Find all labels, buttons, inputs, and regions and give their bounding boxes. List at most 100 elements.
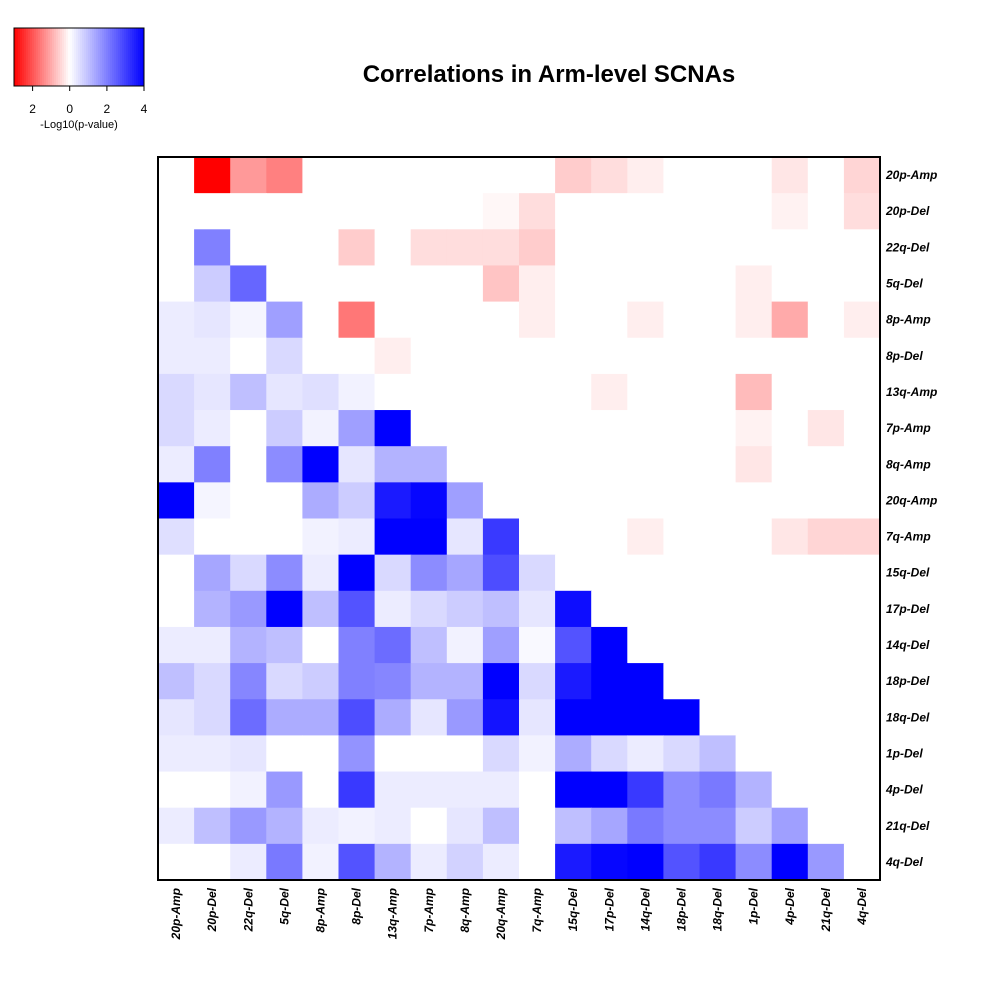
heatmap-cell bbox=[591, 446, 628, 483]
heatmap-cell bbox=[663, 699, 701, 736]
heatmap-cell bbox=[446, 337, 484, 375]
heatmap-cell bbox=[807, 482, 845, 520]
heatmap-cell bbox=[735, 337, 773, 375]
heatmap-cell bbox=[807, 410, 845, 447]
heatmap-cell bbox=[302, 518, 340, 556]
heatmap-cell bbox=[519, 229, 556, 267]
heatmap-cell bbox=[266, 771, 303, 809]
row-label: 8p-Amp bbox=[886, 313, 931, 327]
heatmap-cell bbox=[302, 446, 340, 483]
heatmap-cell bbox=[230, 699, 267, 736]
legend-swatch bbox=[90, 28, 93, 86]
legend-swatch bbox=[38, 28, 41, 86]
heatmap-cell bbox=[266, 626, 303, 664]
legend-swatch bbox=[142, 28, 145, 86]
heatmap-cell bbox=[158, 410, 195, 447]
heatmap-cell bbox=[266, 554, 303, 592]
heatmap-cell bbox=[771, 626, 809, 664]
heatmap-cell bbox=[627, 843, 664, 881]
column-label: 21q-Del bbox=[819, 887, 833, 932]
heatmap-cell bbox=[230, 229, 267, 267]
heatmap-cell bbox=[158, 807, 195, 845]
heatmap-cell bbox=[807, 807, 845, 845]
heatmap-cell bbox=[663, 735, 701, 773]
heatmap-cell bbox=[302, 229, 340, 267]
legend-swatch bbox=[82, 28, 85, 86]
heatmap-cell bbox=[230, 518, 267, 556]
column-label: 1p-Del bbox=[747, 887, 761, 924]
heatmap-cell bbox=[374, 446, 412, 483]
heatmap-cell bbox=[302, 554, 340, 592]
heatmap-cell bbox=[699, 301, 737, 339]
heatmap-cell bbox=[771, 699, 809, 736]
chart-title: Correlations in Arm-level SCNAs bbox=[363, 61, 736, 88]
legend-swatch bbox=[134, 28, 137, 86]
heatmap-cell bbox=[591, 410, 628, 447]
heatmap-cell bbox=[482, 482, 520, 520]
heatmap-cell bbox=[230, 590, 267, 628]
heatmap-cell bbox=[519, 410, 556, 447]
legend-swatch bbox=[50, 28, 53, 86]
heatmap-cell bbox=[410, 735, 448, 773]
heatmap-cell bbox=[807, 518, 845, 556]
heatmap-cell bbox=[446, 446, 484, 483]
heatmap-cell bbox=[735, 663, 773, 700]
heatmap-cell bbox=[338, 518, 376, 556]
heatmap-cell bbox=[230, 807, 267, 845]
heatmap-cell bbox=[771, 229, 809, 267]
heatmap-cell bbox=[519, 590, 556, 628]
legend-swatch bbox=[28, 28, 31, 86]
heatmap-cell bbox=[771, 735, 809, 773]
heatmap-cell bbox=[266, 229, 303, 267]
heatmap-cell bbox=[482, 229, 520, 267]
legend-swatch bbox=[98, 28, 101, 86]
heatmap-cell bbox=[771, 590, 809, 628]
heatmap-cell bbox=[266, 265, 303, 303]
heatmap-cell bbox=[302, 410, 340, 447]
heatmap-cell bbox=[843, 518, 881, 556]
heatmap-cell bbox=[230, 373, 267, 411]
heatmap-cell bbox=[807, 337, 845, 375]
heatmap-cell bbox=[410, 410, 448, 447]
heatmap-cell bbox=[699, 229, 737, 267]
heatmap-cell bbox=[446, 157, 484, 194]
heatmap-cell bbox=[446, 229, 484, 267]
heatmap-cell bbox=[699, 843, 737, 881]
legend-swatch bbox=[86, 28, 89, 86]
heatmap-cell bbox=[446, 699, 484, 736]
heatmap-cell bbox=[266, 807, 303, 845]
heatmap-cell bbox=[555, 735, 592, 773]
heatmap-cell bbox=[302, 193, 340, 230]
heatmap-cell bbox=[699, 626, 737, 664]
heatmap-cell bbox=[194, 663, 231, 700]
legend-swatch bbox=[106, 28, 109, 86]
heatmap-cell bbox=[699, 518, 737, 556]
heatmap-cell bbox=[663, 446, 701, 483]
heatmap-cell bbox=[194, 301, 231, 339]
legend-swatch bbox=[52, 28, 55, 86]
heatmap-cell bbox=[771, 518, 809, 556]
heatmap-cell bbox=[302, 265, 340, 303]
heatmap-cell bbox=[338, 229, 376, 267]
heatmap-cell bbox=[374, 663, 412, 700]
heatmap-cell bbox=[735, 771, 773, 809]
heatmap-cell bbox=[735, 265, 773, 303]
heatmap-cell bbox=[699, 735, 737, 773]
heatmap-cell bbox=[519, 157, 556, 194]
legend-swatch bbox=[44, 28, 47, 86]
heatmap-cell bbox=[374, 518, 412, 556]
plot-border bbox=[157, 156, 881, 881]
row-label: 8p-Del bbox=[886, 349, 923, 363]
heatmap-cell bbox=[302, 337, 340, 375]
heatmap-cell bbox=[482, 554, 520, 592]
heatmap-cell bbox=[735, 590, 773, 628]
heatmap-cell bbox=[699, 663, 737, 700]
heatmap-cell bbox=[230, 771, 267, 809]
legend-swatch bbox=[104, 28, 107, 86]
heatmap-cell bbox=[843, 663, 881, 700]
heatmap-cell bbox=[158, 554, 195, 592]
row-label: 18q-Del bbox=[886, 710, 930, 724]
heatmap-cell bbox=[591, 518, 628, 556]
heatmap-cell bbox=[519, 843, 556, 881]
heatmap-cell bbox=[266, 410, 303, 447]
